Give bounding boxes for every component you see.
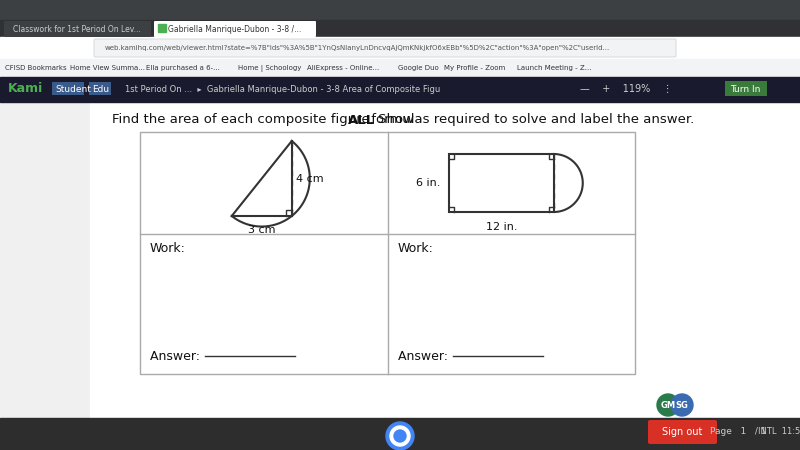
Text: Home | Schoology: Home | Schoology bbox=[238, 64, 302, 72]
Text: Sign out: Sign out bbox=[662, 427, 702, 437]
Circle shape bbox=[671, 394, 693, 416]
FancyBboxPatch shape bbox=[648, 420, 717, 444]
Text: —    +    119%    ⋮: — + 119% ⋮ bbox=[580, 84, 673, 94]
Text: Edu: Edu bbox=[92, 85, 109, 94]
Bar bbox=[0, 0, 800, 20]
Text: Launch Meeting - Z...: Launch Meeting - Z... bbox=[517, 65, 591, 71]
Circle shape bbox=[657, 394, 679, 416]
Bar bbox=[0, 59, 800, 77]
Text: ALL: ALL bbox=[348, 113, 375, 126]
Text: AliExpress - Online...: AliExpress - Online... bbox=[306, 65, 379, 71]
Bar bbox=[725, 81, 767, 96]
Bar bbox=[0, 20, 800, 37]
Text: 3 cm: 3 cm bbox=[248, 225, 275, 235]
Text: Ella purchased a 6-...: Ella purchased a 6-... bbox=[146, 65, 220, 71]
Circle shape bbox=[394, 430, 406, 442]
Text: web.kamihq.com/web/viewer.html?state=%7B"ids"%3A%5B"1YnQsNlanyLnDncvqAjQmKNkjkfO: web.kamihq.com/web/viewer.html?state=%7B… bbox=[105, 45, 610, 51]
Text: GM: GM bbox=[661, 400, 675, 410]
Text: Work:: Work: bbox=[398, 242, 434, 255]
Text: Classwork for 1st Period On Lev...: Classwork for 1st Period On Lev... bbox=[13, 24, 141, 33]
Bar bbox=[89, 82, 111, 95]
Text: 12 in.: 12 in. bbox=[486, 222, 517, 232]
FancyBboxPatch shape bbox=[154, 21, 316, 37]
Text: Answer:: Answer: bbox=[398, 350, 451, 363]
Text: Turn In: Turn In bbox=[730, 85, 760, 94]
Text: Page   1   / 1: Page 1 / 1 bbox=[710, 428, 766, 436]
Bar bbox=[0, 77, 800, 102]
Text: INTL  11:57: INTL 11:57 bbox=[758, 428, 800, 436]
Text: CFISD Bookmarks: CFISD Bookmarks bbox=[5, 65, 66, 71]
Text: 1st Period On ...  ▸  Gabriella Manrique-Dubon - 3-8 Area of Composite Figu: 1st Period On ... ▸ Gabriella Manrique-D… bbox=[125, 85, 440, 94]
Bar bbox=[90, 102, 800, 418]
Text: SG: SG bbox=[675, 400, 689, 410]
Text: 6 in.: 6 in. bbox=[416, 178, 441, 188]
Text: Google Duo: Google Duo bbox=[398, 65, 439, 71]
FancyBboxPatch shape bbox=[94, 39, 676, 57]
Text: Home View Summa...: Home View Summa... bbox=[70, 65, 145, 71]
Bar bbox=[0, 418, 800, 450]
Text: Gabriella Manrique-Dubon - 3-8 /...: Gabriella Manrique-Dubon - 3-8 /... bbox=[168, 24, 302, 33]
Text: Answer:: Answer: bbox=[150, 350, 204, 363]
Bar bbox=[449, 154, 554, 212]
Text: Find the area of each composite figure. Show: Find the area of each composite figure. … bbox=[112, 113, 418, 126]
Text: My Profile - Zoom: My Profile - Zoom bbox=[445, 65, 506, 71]
Bar bbox=[158, 24, 166, 32]
Text: Work:: Work: bbox=[150, 242, 186, 255]
Circle shape bbox=[390, 426, 410, 446]
Text: 4 cm: 4 cm bbox=[296, 174, 323, 184]
Bar bbox=[0, 37, 800, 59]
Bar bbox=[140, 132, 635, 374]
Text: formulas required to solve and label the answer.: formulas required to solve and label the… bbox=[367, 113, 694, 126]
Circle shape bbox=[386, 422, 414, 450]
FancyBboxPatch shape bbox=[4, 21, 151, 37]
Text: Kami: Kami bbox=[8, 82, 43, 95]
Bar bbox=[52, 82, 84, 95]
Text: Student: Student bbox=[55, 85, 91, 94]
